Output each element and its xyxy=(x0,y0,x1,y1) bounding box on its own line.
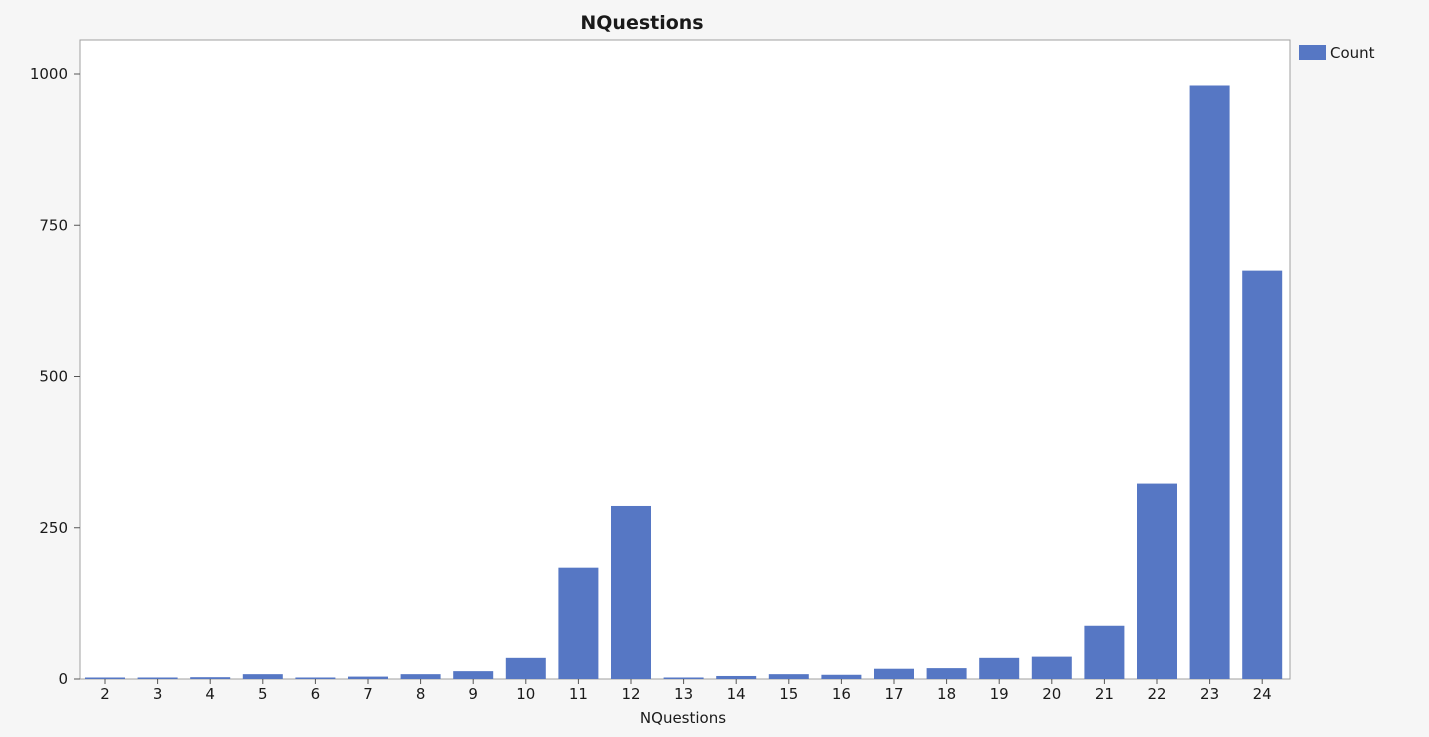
bar-22[interactable] xyxy=(1137,483,1177,679)
bar-14[interactable] xyxy=(716,675,757,679)
x-tick-label: 19 xyxy=(990,685,1009,703)
x-tick-label: 23 xyxy=(1200,685,1219,703)
bar-13[interactable] xyxy=(663,677,704,680)
bar-19[interactable] xyxy=(979,657,1020,679)
bar-2[interactable] xyxy=(85,677,125,680)
y-tick-label: 500 xyxy=(39,368,68,386)
y-tick-label: 250 xyxy=(39,519,68,537)
x-axis-label: NQuestions xyxy=(640,709,726,727)
x-tick-label: 22 xyxy=(1147,685,1166,703)
x-tick-label: 2 xyxy=(100,685,110,703)
x-axis: 2 3 4 5 6 7 8 9 10 11 12 13 14 15 16 17 18 19 20 21 22 23 24 xyxy=(100,679,1272,703)
bar-3[interactable] xyxy=(137,677,178,680)
bar-8[interactable] xyxy=(400,674,441,679)
x-tick-label: 21 xyxy=(1095,685,1114,703)
x-tick-label: 8 xyxy=(416,685,426,703)
x-tick-label: 5 xyxy=(258,685,268,703)
y-tick-label: 0 xyxy=(58,670,68,688)
x-tick-label: 9 xyxy=(468,685,478,703)
plot-area xyxy=(79,39,1291,680)
bar-4[interactable] xyxy=(190,677,231,679)
legend[interactable]: Count xyxy=(1299,44,1375,62)
y-tick-label: 1000 xyxy=(30,65,68,83)
bar-7[interactable] xyxy=(348,676,388,679)
bar-24[interactable] xyxy=(1242,270,1283,679)
x-tick-label: 7 xyxy=(363,685,373,703)
bar-10[interactable] xyxy=(505,657,546,679)
x-tick-label: 11 xyxy=(569,685,588,703)
bar-11[interactable] xyxy=(558,567,599,679)
x-tick-label: 12 xyxy=(621,685,640,703)
bar-16[interactable] xyxy=(821,674,862,679)
bar-18[interactable] xyxy=(926,668,967,679)
x-tick-label: 10 xyxy=(516,685,535,703)
chart-title: NQuestions xyxy=(580,12,703,34)
bar-12[interactable] xyxy=(611,505,651,679)
bar-23[interactable] xyxy=(1189,85,1230,680)
x-tick-label: 18 xyxy=(937,685,956,703)
y-tick-label: 750 xyxy=(39,216,68,234)
x-tick-label: 24 xyxy=(1253,685,1272,703)
bars-group xyxy=(85,85,1283,680)
bar-15[interactable] xyxy=(768,674,809,679)
x-tick-label: 13 xyxy=(674,685,693,703)
bar-17[interactable] xyxy=(874,668,914,679)
x-tick-label: 16 xyxy=(832,685,851,703)
bar-9[interactable] xyxy=(453,671,494,679)
x-tick-label: 14 xyxy=(727,685,746,703)
x-tick-label: 15 xyxy=(779,685,798,703)
y-axis: 0 250 500 750 1000 xyxy=(30,65,80,688)
bar-20[interactable] xyxy=(1031,656,1072,679)
x-tick-label: 6 xyxy=(311,685,321,703)
x-tick-label: 4 xyxy=(205,685,215,703)
bar-6[interactable] xyxy=(295,677,336,680)
legend-swatch-count xyxy=(1299,45,1326,60)
x-tick-label: 3 xyxy=(153,685,163,703)
bar-21[interactable] xyxy=(1084,625,1125,679)
bar-5[interactable] xyxy=(242,674,283,679)
x-tick-label: 20 xyxy=(1042,685,1061,703)
legend-label-count: Count xyxy=(1330,44,1375,62)
x-tick-label: 17 xyxy=(884,685,903,703)
